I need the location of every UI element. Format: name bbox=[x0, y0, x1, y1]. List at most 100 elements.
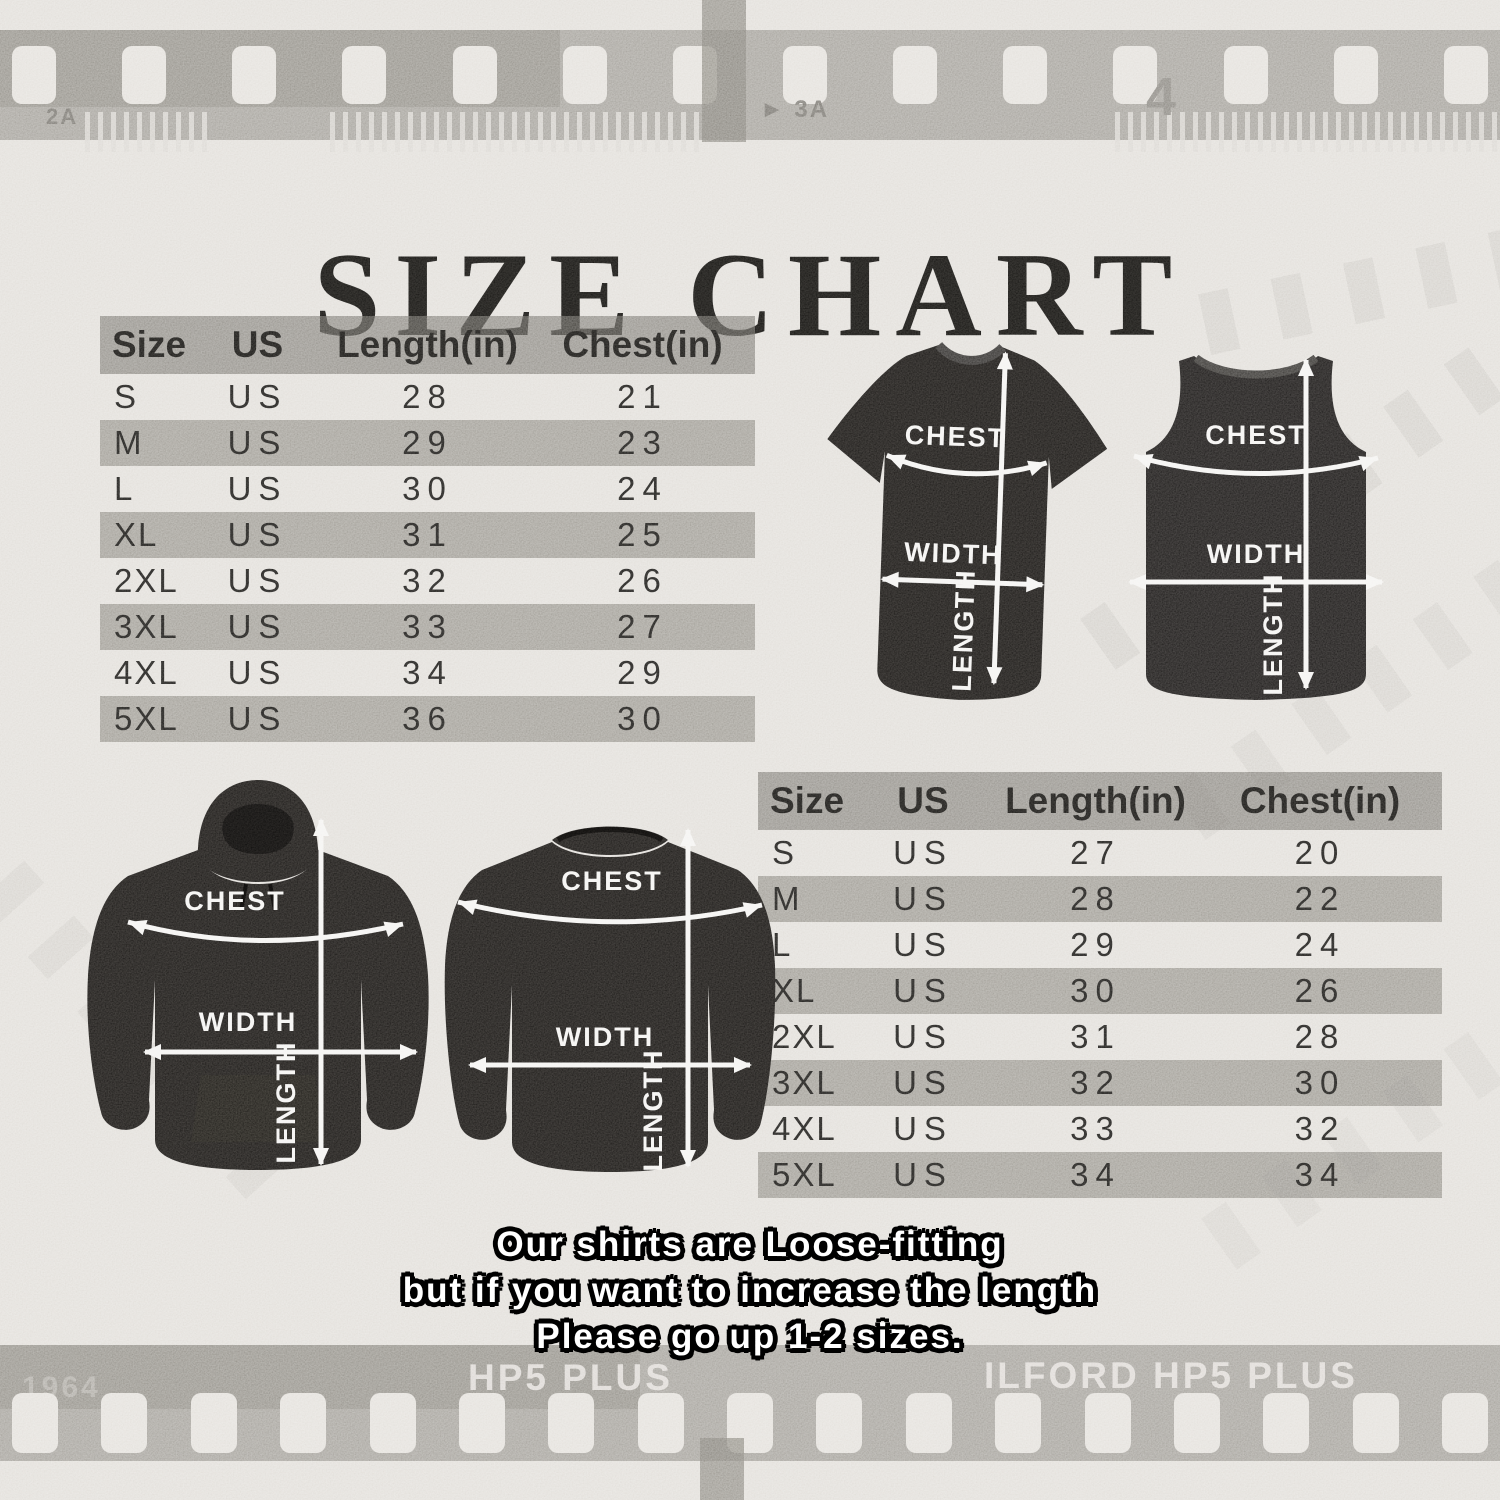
sprocket-hole bbox=[1443, 46, 1488, 104]
length-label: LENGTH bbox=[1258, 573, 1288, 696]
table-body: S US 28 21 M US 29 23 L US 30 24 XL US 3… bbox=[100, 374, 755, 742]
us-cell: US bbox=[893, 1018, 953, 1055]
table-header-cell: Chest(in) bbox=[562, 324, 723, 365]
chest-cell: 28 bbox=[1294, 1018, 1346, 1055]
width-label: WIDTH bbox=[1207, 539, 1305, 569]
sprocket-hole bbox=[1352, 1393, 1399, 1453]
table-row: S US 27 20 bbox=[758, 830, 1442, 876]
length-cell: 34 bbox=[402, 654, 453, 691]
table-row: M US 29 23 bbox=[100, 420, 755, 466]
width-label: WIDTH bbox=[556, 1022, 654, 1052]
length-cell: 27 bbox=[1070, 834, 1121, 871]
film-brand-text: ILFORD HP5 PLUS bbox=[984, 1355, 1358, 1396]
chest-cell: 26 bbox=[617, 562, 668, 599]
size-cell: L bbox=[114, 470, 135, 507]
table-row: L US 30 24 bbox=[100, 466, 755, 512]
us-cell: US bbox=[893, 880, 953, 917]
length-cell: 34 bbox=[1070, 1156, 1121, 1193]
sprocket-hole bbox=[1442, 1393, 1488, 1453]
sprocket-hole bbox=[1333, 46, 1378, 104]
film-frame-divider bbox=[700, 1438, 744, 1500]
sprocket-hole bbox=[342, 46, 387, 104]
table-row: 3XL US 33 27 bbox=[100, 604, 755, 650]
chest-cell: 22 bbox=[1294, 880, 1346, 917]
sprocket-hole bbox=[122, 46, 167, 104]
hood-opening bbox=[222, 804, 294, 854]
chest-cell: 26 bbox=[1294, 972, 1346, 1009]
chest-cell: 24 bbox=[617, 470, 668, 507]
table-header: Size US Length(in) Chest(in) bbox=[100, 316, 755, 374]
chest-cell: 32 bbox=[1294, 1110, 1346, 1147]
size-cell: 4XL bbox=[114, 654, 179, 691]
us-cell: US bbox=[893, 1156, 953, 1193]
sprocket-hole bbox=[12, 46, 56, 104]
note-line: Our shirts are Loose-fitting bbox=[496, 1225, 1004, 1264]
size-table-bottom-right: Size US Length(in) Chest(in) S US 27 20 … bbox=[758, 772, 1442, 1198]
length-cell: 31 bbox=[1070, 1018, 1121, 1055]
length-label: LENGTH bbox=[638, 1049, 668, 1172]
sprocket-hole bbox=[1173, 1393, 1220, 1453]
hoodie-measurement-diagram: CHEST WIDTH LENGTH bbox=[87, 780, 429, 1170]
size-cell: S bbox=[114, 378, 139, 415]
sprocket-hole bbox=[1084, 1393, 1131, 1453]
sprocket-hole bbox=[905, 1393, 952, 1453]
sprocket-hole bbox=[452, 46, 497, 104]
table-row: 5XL US 34 34 bbox=[758, 1152, 1442, 1198]
length-cell: 28 bbox=[1070, 880, 1121, 917]
film-strip-bottom: 1964 HP5 PLUS ILFORD HP5 PLUS bbox=[0, 1345, 1500, 1461]
note-line: Please go up 1-2 sizes. bbox=[536, 1317, 964, 1356]
us-cell: US bbox=[227, 562, 288, 599]
note-line: but if you want to increase the length bbox=[402, 1271, 1098, 1310]
film-strip-top: 2A ► 3A 4 bbox=[0, 30, 1500, 152]
chest-cell: 23 bbox=[617, 424, 668, 461]
chest-cell: 27 bbox=[617, 608, 668, 645]
length-cell: 33 bbox=[402, 608, 453, 645]
length-cell: 31 bbox=[402, 516, 453, 553]
length-cell: 29 bbox=[1070, 926, 1121, 963]
us-cell: US bbox=[227, 424, 288, 461]
table-row: XL US 31 25 bbox=[100, 512, 755, 558]
size-cell: 2XL bbox=[114, 562, 179, 599]
us-cell: US bbox=[227, 378, 288, 415]
table-header-cell: US bbox=[231, 324, 284, 365]
us-cell: US bbox=[227, 654, 288, 691]
table-header-cell: Chest(in) bbox=[1239, 780, 1401, 821]
table-body: S US 27 20 M US 28 22 L US 29 24 XL US 3… bbox=[758, 830, 1442, 1198]
length-label: LENGTH bbox=[271, 1041, 301, 1164]
table-header-cell: Length(in) bbox=[337, 324, 518, 365]
sprocket-hole bbox=[562, 46, 607, 104]
sprocket-hole bbox=[458, 1393, 505, 1453]
width-label: WIDTH bbox=[904, 537, 1003, 570]
size-cell: M bbox=[114, 424, 144, 461]
arrowhead bbox=[1128, 574, 1146, 590]
sprocket-hole bbox=[1003, 46, 1048, 104]
table-row: XL US 30 26 bbox=[758, 968, 1442, 1014]
sweatshirt-measurement-diagram: CHEST WIDTH LENGTH bbox=[444, 826, 776, 1172]
length-cell: 33 bbox=[1070, 1110, 1121, 1147]
length-label: LENGTH bbox=[947, 568, 981, 692]
table-row: L US 29 24 bbox=[758, 922, 1442, 968]
chest-cell: 20 bbox=[1294, 834, 1346, 871]
sprocket-hole bbox=[893, 46, 938, 104]
fit-note: Our shirts are Loose-fitting but if you … bbox=[0, 1222, 1500, 1360]
tshirt-measurement-diagram: CHEST WIDTH LENGTH bbox=[827, 341, 1108, 700]
arrowhead bbox=[1366, 574, 1384, 590]
length-cell: 30 bbox=[1070, 972, 1121, 1009]
length-cell: 36 bbox=[402, 700, 453, 737]
chest-cell: 30 bbox=[1294, 1064, 1346, 1101]
sprocket-hole bbox=[637, 1393, 684, 1453]
film-frame-marker: ► 3A bbox=[760, 96, 830, 123]
table-row: M US 28 22 bbox=[758, 876, 1442, 922]
us-cell: US bbox=[893, 926, 953, 963]
us-cell: US bbox=[893, 1110, 953, 1147]
table-row: S US 28 21 bbox=[100, 374, 755, 420]
kangaroo-pocket bbox=[191, 1075, 325, 1142]
chest-cell: 24 bbox=[1294, 926, 1346, 963]
us-cell: US bbox=[893, 1064, 953, 1101]
chest-label: CHEST bbox=[904, 420, 1007, 454]
table-header-cell: Length(in) bbox=[1005, 780, 1186, 821]
arrowhead bbox=[680, 828, 696, 846]
chest-cell: 34 bbox=[1294, 1156, 1346, 1193]
table-header: Size US Length(in) Chest(in) bbox=[758, 772, 1442, 830]
table-row: 5XL US 36 30 bbox=[100, 696, 755, 742]
